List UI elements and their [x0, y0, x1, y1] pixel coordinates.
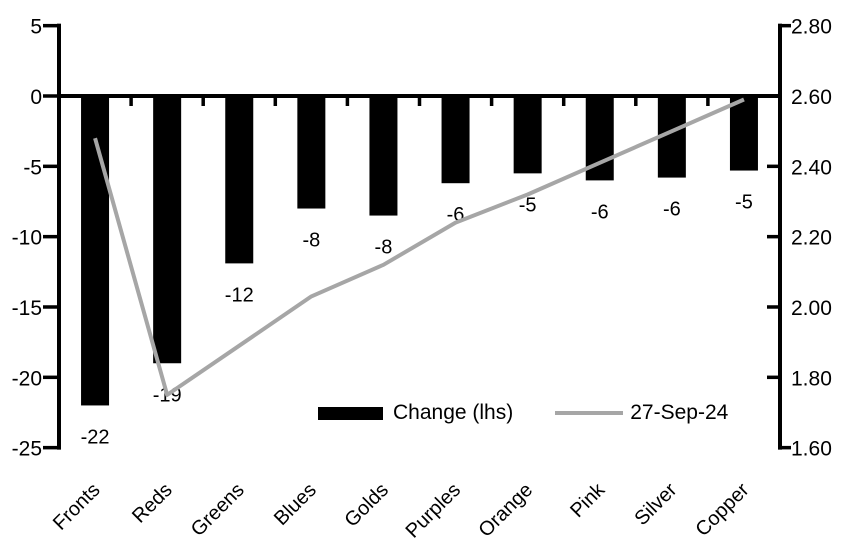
right-axis-tick	[767, 305, 780, 309]
bar-golds	[369, 96, 398, 216]
bar-value-label: -5	[519, 194, 537, 216]
right-axis-tick	[767, 375, 780, 380]
bar-value-label: -6	[591, 201, 609, 223]
category-boundary-tick	[706, 96, 710, 106]
bar-value-label: -12	[225, 284, 254, 306]
right-axis-tick-label: 2.20	[791, 227, 832, 250]
bar-purples	[441, 96, 470, 184]
category-label-greens: Greens	[187, 479, 249, 541]
left-axis-tick-label: -25	[12, 438, 42, 461]
bar-greens	[225, 96, 254, 264]
category-boundary-tick	[489, 96, 494, 106]
legend-bar-swatch	[318, 406, 383, 420]
left-axis-tick-label: 5	[30, 16, 42, 39]
bar-reds	[153, 96, 182, 364]
category-label-reds: Reds	[128, 479, 177, 528]
category-boundary-tick	[561, 96, 566, 106]
left-axis-tick	[43, 164, 59, 169]
right-axis-tick-label: 2.40	[791, 156, 832, 179]
right-axis-tick-label: 1.60	[791, 438, 832, 461]
category-boundary-tick	[273, 96, 278, 106]
bar-orange	[513, 96, 542, 174]
category-boundary-tick	[634, 96, 638, 106]
right-axis-tick	[780, 445, 791, 450]
bar-blues	[297, 96, 326, 209]
category-boundary-tick	[417, 96, 422, 106]
left-axis-tick	[43, 445, 59, 450]
category-label-copper: Copper	[692, 479, 754, 541]
category-label-blues: Blues	[270, 479, 321, 530]
category-boundary-tick	[129, 96, 133, 106]
right-axis-tick	[767, 164, 780, 169]
left-axis-tick	[43, 305, 59, 309]
left-axis-tick-label: 0	[30, 86, 42, 109]
left-axis-tick	[43, 234, 59, 239]
category-boundary-tick	[201, 96, 205, 106]
bar-value-label: -6	[663, 199, 681, 221]
right-axis-tick-label: 2.80	[791, 16, 832, 39]
right-axis-tick-label: 2.00	[791, 297, 832, 320]
left-axis-tick-label: -10	[12, 227, 42, 250]
right-axis-tick	[767, 94, 780, 98]
left-axis-tick	[43, 94, 59, 98]
left-axis-tick	[43, 375, 59, 380]
category-boundary-tick	[345, 96, 350, 106]
legend-label-line: 27-Sep-24	[630, 401, 729, 424]
left-axis-tick	[43, 23, 59, 28]
series-line	[93, 97, 745, 397]
left-axis-tick-label: -5	[23, 156, 42, 179]
bar-value-label: -5	[735, 192, 753, 214]
right-axis-tick-label: 2.60	[791, 86, 832, 109]
bar-value-label: -8	[302, 230, 320, 252]
legend-label-bars: Change (lhs)	[393, 401, 514, 424]
category-label-pink: Pink	[566, 478, 610, 522]
bar-copper	[729, 96, 758, 171]
left-axis-tick-label: -20	[12, 367, 42, 390]
category-label-purples: Purples	[402, 479, 466, 543]
chart-legend: Change (lhs) 27-Sep-24	[318, 400, 728, 426]
bar-fronts	[81, 96, 110, 406]
legend-line-swatch	[555, 411, 624, 415]
bar-value-label: -22	[81, 426, 110, 448]
right-axis-tick	[767, 234, 780, 239]
bar-value-label: -8	[375, 237, 393, 259]
right-axis-tick-label: 1.80	[791, 367, 832, 390]
right-axis-tick	[780, 23, 791, 28]
category-label-silver: Silver	[630, 479, 681, 530]
category-label-fronts: Fronts	[49, 479, 105, 535]
category-label-golds: Golds	[340, 479, 393, 532]
left-axis-tick-label: -15	[12, 297, 42, 320]
category-label-orange: Orange	[474, 479, 537, 542]
